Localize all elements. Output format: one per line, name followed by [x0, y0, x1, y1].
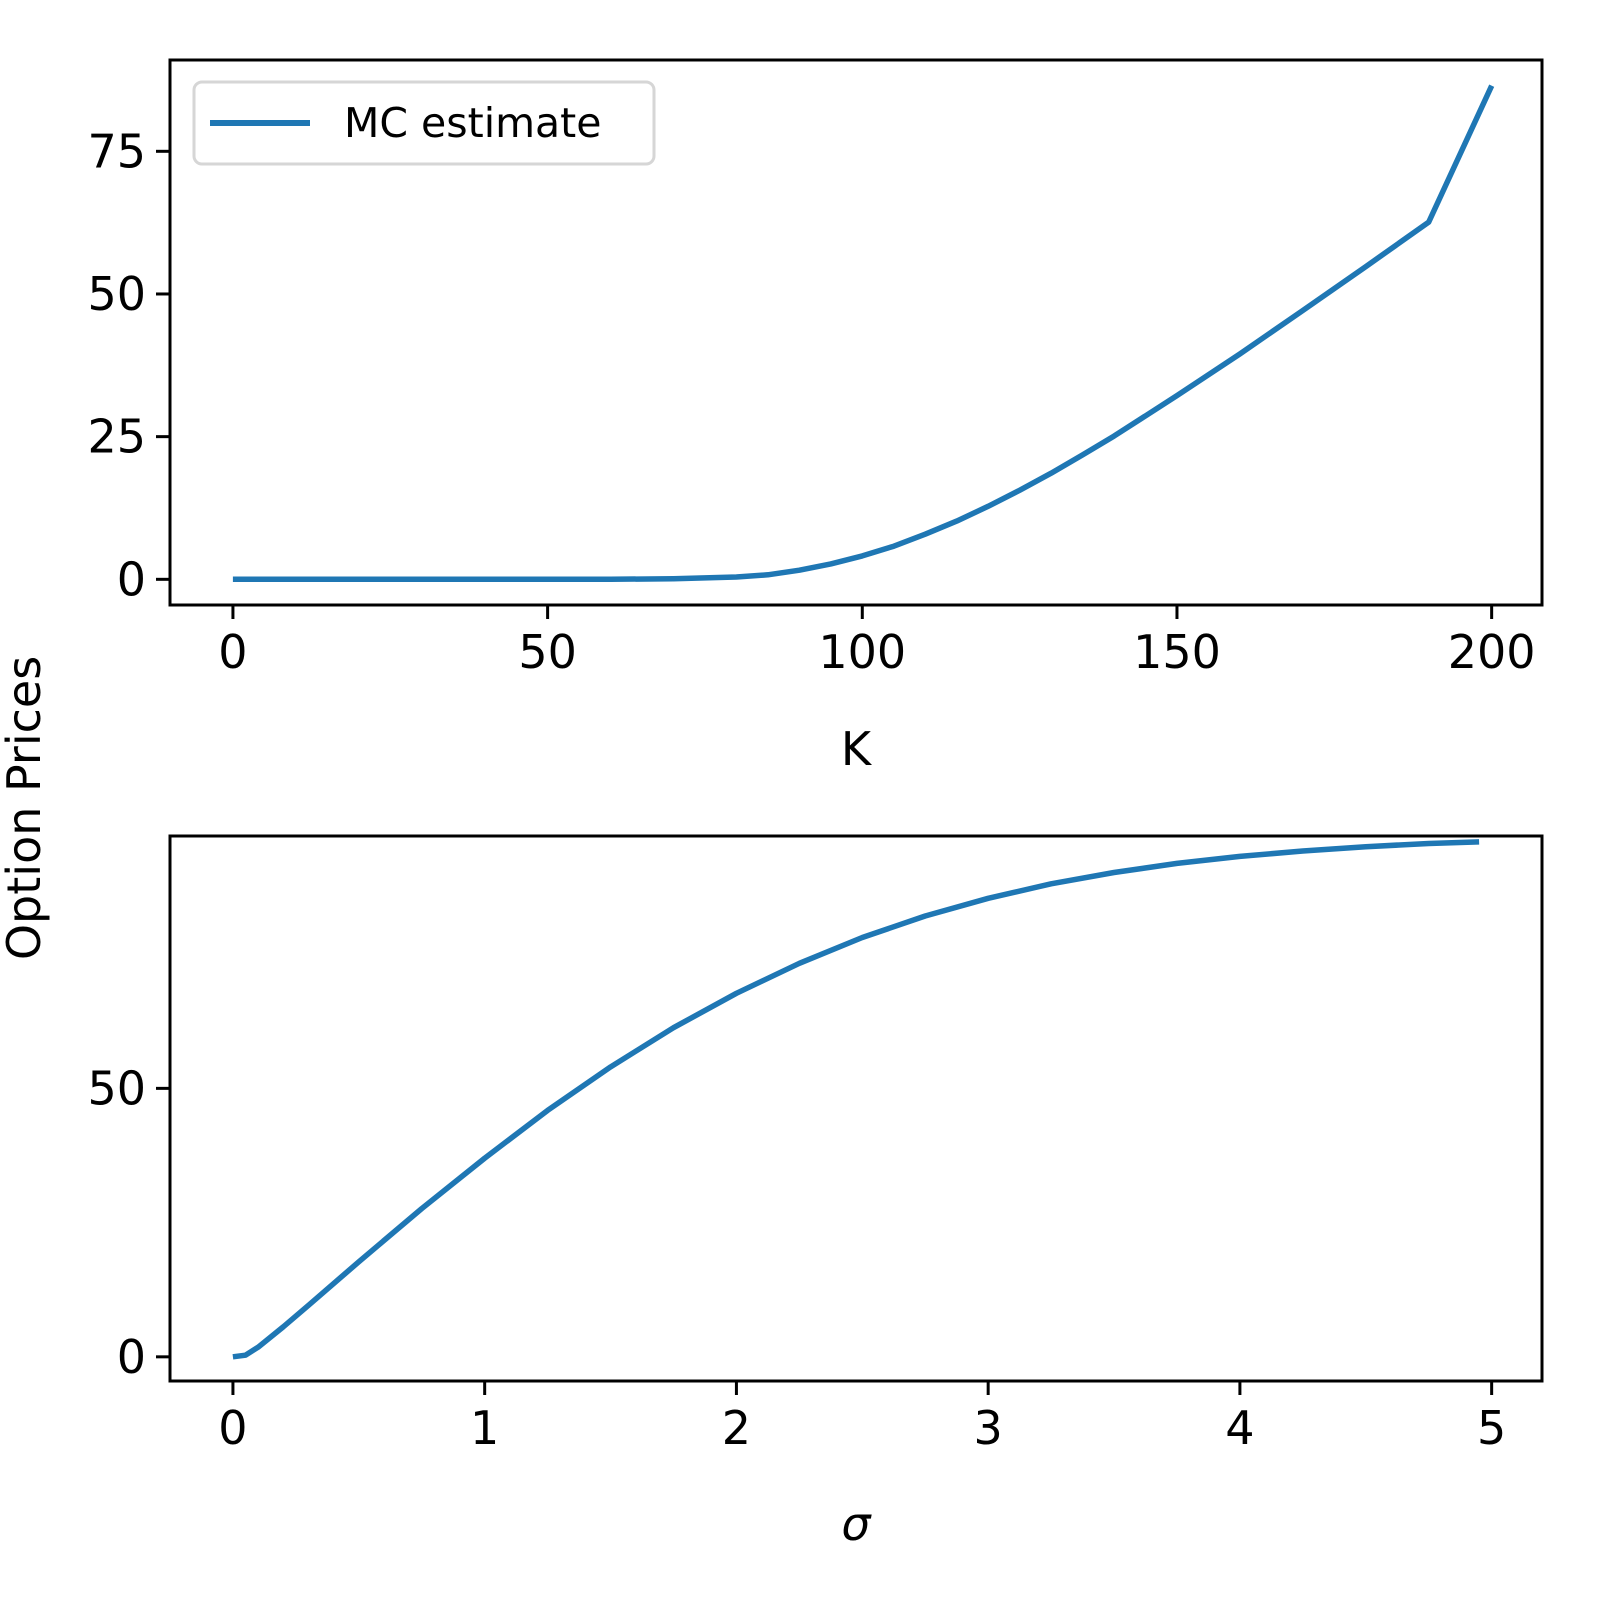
series-line-series-0: [232, 839, 1480, 1360]
y-tick-label: 25: [87, 410, 146, 464]
x-tick-label: 1: [470, 1401, 499, 1455]
x-tick-label: 3: [974, 1401, 1003, 1455]
y-tick-label: 0: [117, 1330, 146, 1384]
axes-frame: [168, 834, 1544, 1383]
x-tick-label: 150: [1133, 625, 1221, 679]
series-line-mc-estimate: [232, 84, 1495, 583]
legend-label: MC estimate: [344, 99, 601, 147]
axes-frame: [168, 58, 1544, 607]
y-tick-label: 50: [87, 1061, 146, 1115]
y-tick-label: 75: [87, 124, 146, 178]
x-tick-label: 200: [1448, 625, 1536, 679]
x-axis-label: σ: [841, 1497, 872, 1551]
shared-y-axis-label: Option Prices: [0, 656, 51, 960]
x-tick-label: 0: [218, 1401, 247, 1455]
x-tick-label: 50: [518, 625, 577, 679]
top-subplot: 0 50 100 150 200 0 25 50 75 K MC estimate: [87, 58, 1544, 776]
x-axis-label: K: [841, 722, 873, 776]
x-tick-label: 0: [218, 625, 247, 679]
x-tick-label: 100: [818, 625, 906, 679]
x-tick-label: 5: [1477, 1401, 1506, 1455]
y-tick-label: 0: [117, 552, 146, 606]
y-tick-label: 50: [87, 267, 146, 321]
x-tick-label: 4: [1225, 1401, 1254, 1455]
legend: MC estimate: [192, 80, 656, 166]
legend-box: [192, 80, 656, 166]
x-tick-label: 2: [722, 1401, 751, 1455]
